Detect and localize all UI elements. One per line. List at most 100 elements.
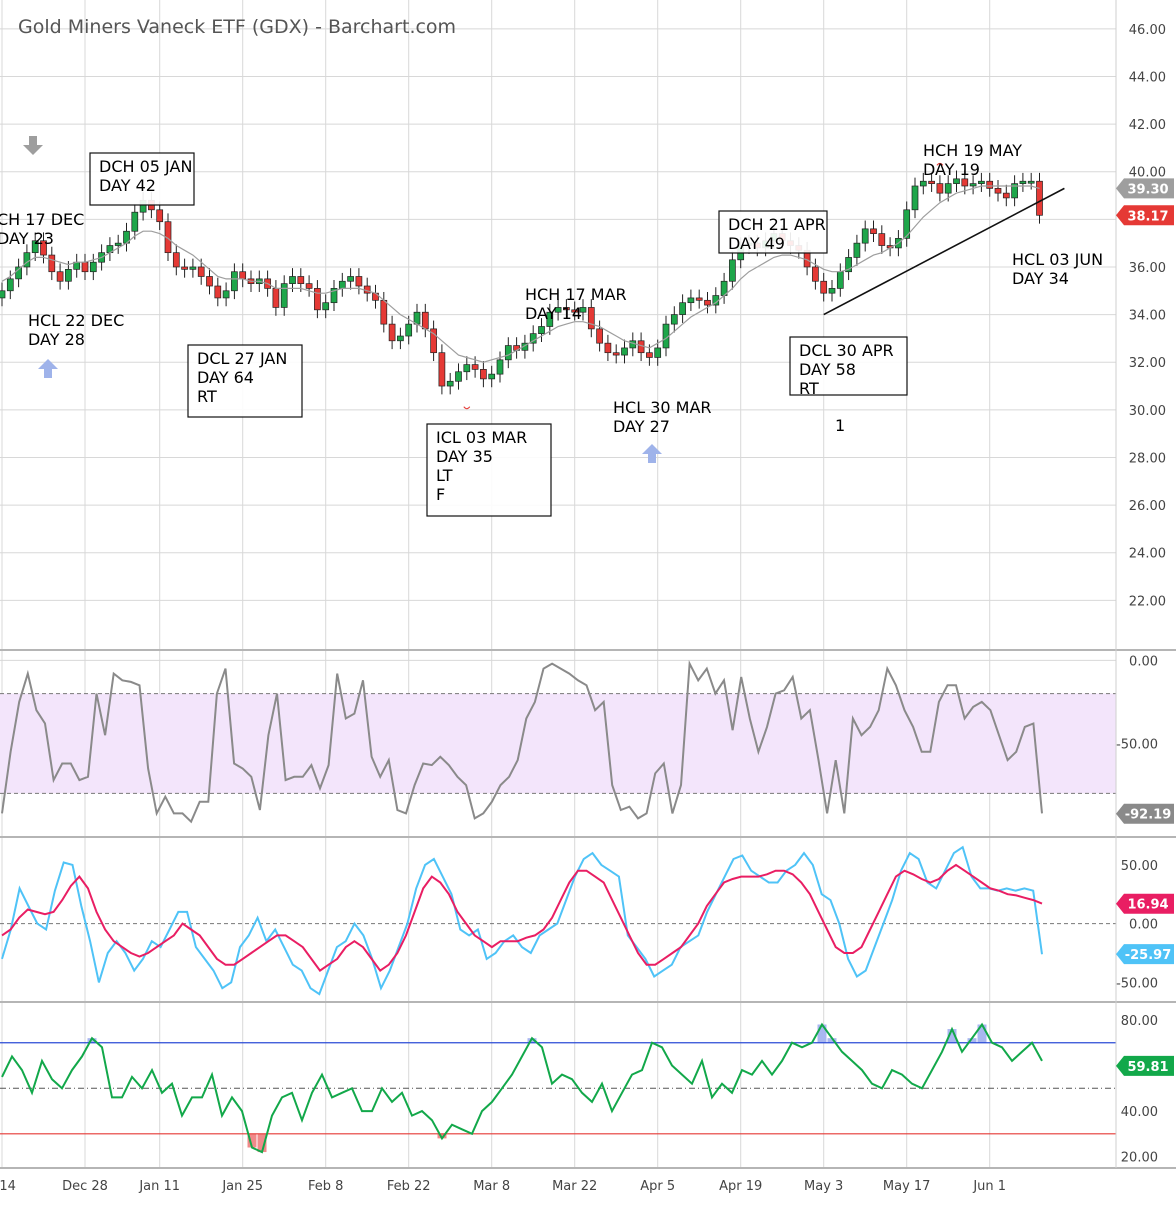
rsi-overbought-fill <box>967 1038 977 1043</box>
candle-body <box>861 228 869 244</box>
rsi-overbought-fill <box>947 1029 957 1043</box>
price-tick-label: 40.00 <box>1129 166 1166 181</box>
price-tick-label: 24.00 <box>1129 547 1166 562</box>
candle-body <box>23 252 31 268</box>
annotation-line: DCL 27 JAN <box>197 349 287 368</box>
candle-body <box>397 335 404 342</box>
x-tick-label: May 17 <box>883 1179 931 1194</box>
annotation-line: DAY 34 <box>1012 269 1069 288</box>
candle-body <box>928 180 935 184</box>
candle-body <box>305 283 313 289</box>
candle-body <box>903 209 911 239</box>
price-tick-label: 26.00 <box>1129 499 1166 514</box>
candle-body <box>338 280 346 289</box>
candle-body <box>646 352 653 358</box>
candle-body <box>836 271 844 289</box>
x-tick-label: May 3 <box>804 1179 843 1194</box>
annotation-line: HCL 03 JUN <box>1012 250 1103 269</box>
candle-body <box>587 307 595 330</box>
williams-r-band <box>0 693 1116 925</box>
price-tick-label: 30.00 <box>1129 404 1166 419</box>
candle-body <box>612 352 620 356</box>
candle-body <box>48 254 56 273</box>
rsi-oversold-fill <box>247 1133 257 1148</box>
candle-body <box>546 311 554 327</box>
x-tick-label: Jan 25 <box>221 1179 263 1194</box>
candle-body <box>978 180 985 184</box>
stoch-badge-label: 16.94 <box>1127 898 1168 913</box>
candle-body <box>15 266 22 280</box>
annotation-line: LT <box>436 466 453 485</box>
pivot-mark <box>463 406 471 410</box>
annotation-line: DAY 19 <box>923 160 980 179</box>
candle-body <box>969 183 977 187</box>
chart-title: Gold Miners Vaneck ETF (GDX) - Barchart.… <box>18 16 456 38</box>
price-tick-label: 46.00 <box>1129 23 1166 38</box>
candle-body <box>322 302 330 311</box>
annotation-line: HCH 19 MAY <box>923 141 1022 160</box>
candle-body <box>0 290 6 299</box>
candle-body <box>488 373 496 380</box>
price-badge: 39.30 <box>1116 178 1174 199</box>
candle-body <box>172 252 180 268</box>
candle-body <box>504 345 512 361</box>
annotation-line: HCL 30 MAR <box>613 398 712 417</box>
candle-body <box>6 278 14 292</box>
annotation-line: DCH 21 APR <box>728 215 826 234</box>
candle-body <box>131 211 139 232</box>
rsi-badge-label: 59.81 <box>1127 1060 1168 1075</box>
indicator-layer <box>0 659 1116 1154</box>
rsi-overbought-fill <box>827 1038 837 1043</box>
annotation-line: DAY 64 <box>197 368 254 387</box>
candle-body <box>430 328 437 354</box>
candle-body <box>280 283 288 308</box>
arrow-up-icon <box>38 359 58 378</box>
price-tick-label: 28.00 <box>1129 451 1166 466</box>
candle-body <box>621 347 628 356</box>
candle-body <box>40 240 47 256</box>
candle-body <box>679 302 686 315</box>
arrow-up-icon <box>642 444 662 463</box>
candle-body <box>114 242 122 246</box>
annotation-line: 1 <box>835 416 845 435</box>
annotation-line: DAY 23 <box>0 229 54 248</box>
sma-line <box>1 185 1040 363</box>
candle-body <box>181 266 188 270</box>
annotation-line: HCL 22 DEC <box>28 311 124 330</box>
rsi-tick-label: 80.00 <box>1121 1014 1158 1029</box>
price-tick-label: 22.00 <box>1129 594 1166 609</box>
pivot-mark <box>936 162 944 166</box>
price-tick-label: 36.00 <box>1129 261 1166 276</box>
annotation-line: HCH 17 MAR <box>525 285 627 304</box>
candle-body <box>1036 180 1043 216</box>
candle-body <box>189 266 197 270</box>
rsi-line <box>1 1022 1043 1154</box>
price-badge-label: 38.17 <box>1127 209 1168 224</box>
annotation-line: ICL 03 MAR <box>436 428 527 447</box>
annotation-line: DAY 58 <box>799 360 856 379</box>
candle-body <box>563 307 570 311</box>
candle-body <box>604 342 612 354</box>
rsi-overbought-fill <box>817 1024 827 1043</box>
wr-tick-label: 0.00 <box>1129 654 1158 669</box>
price-badge: 38.17 <box>1116 205 1174 226</box>
candle-body <box>56 271 64 282</box>
candle-body <box>197 266 205 277</box>
candle-body <box>65 268 72 282</box>
candle-body <box>944 183 952 194</box>
candle-body <box>480 369 487 380</box>
candle-body <box>853 242 861 258</box>
candle-body <box>654 347 662 358</box>
candle-body <box>206 276 213 287</box>
candle-body <box>911 185 919 211</box>
candle-body <box>820 280 828 294</box>
candle-body <box>314 288 321 311</box>
wr-tick-label: -50.00 <box>1116 738 1158 753</box>
